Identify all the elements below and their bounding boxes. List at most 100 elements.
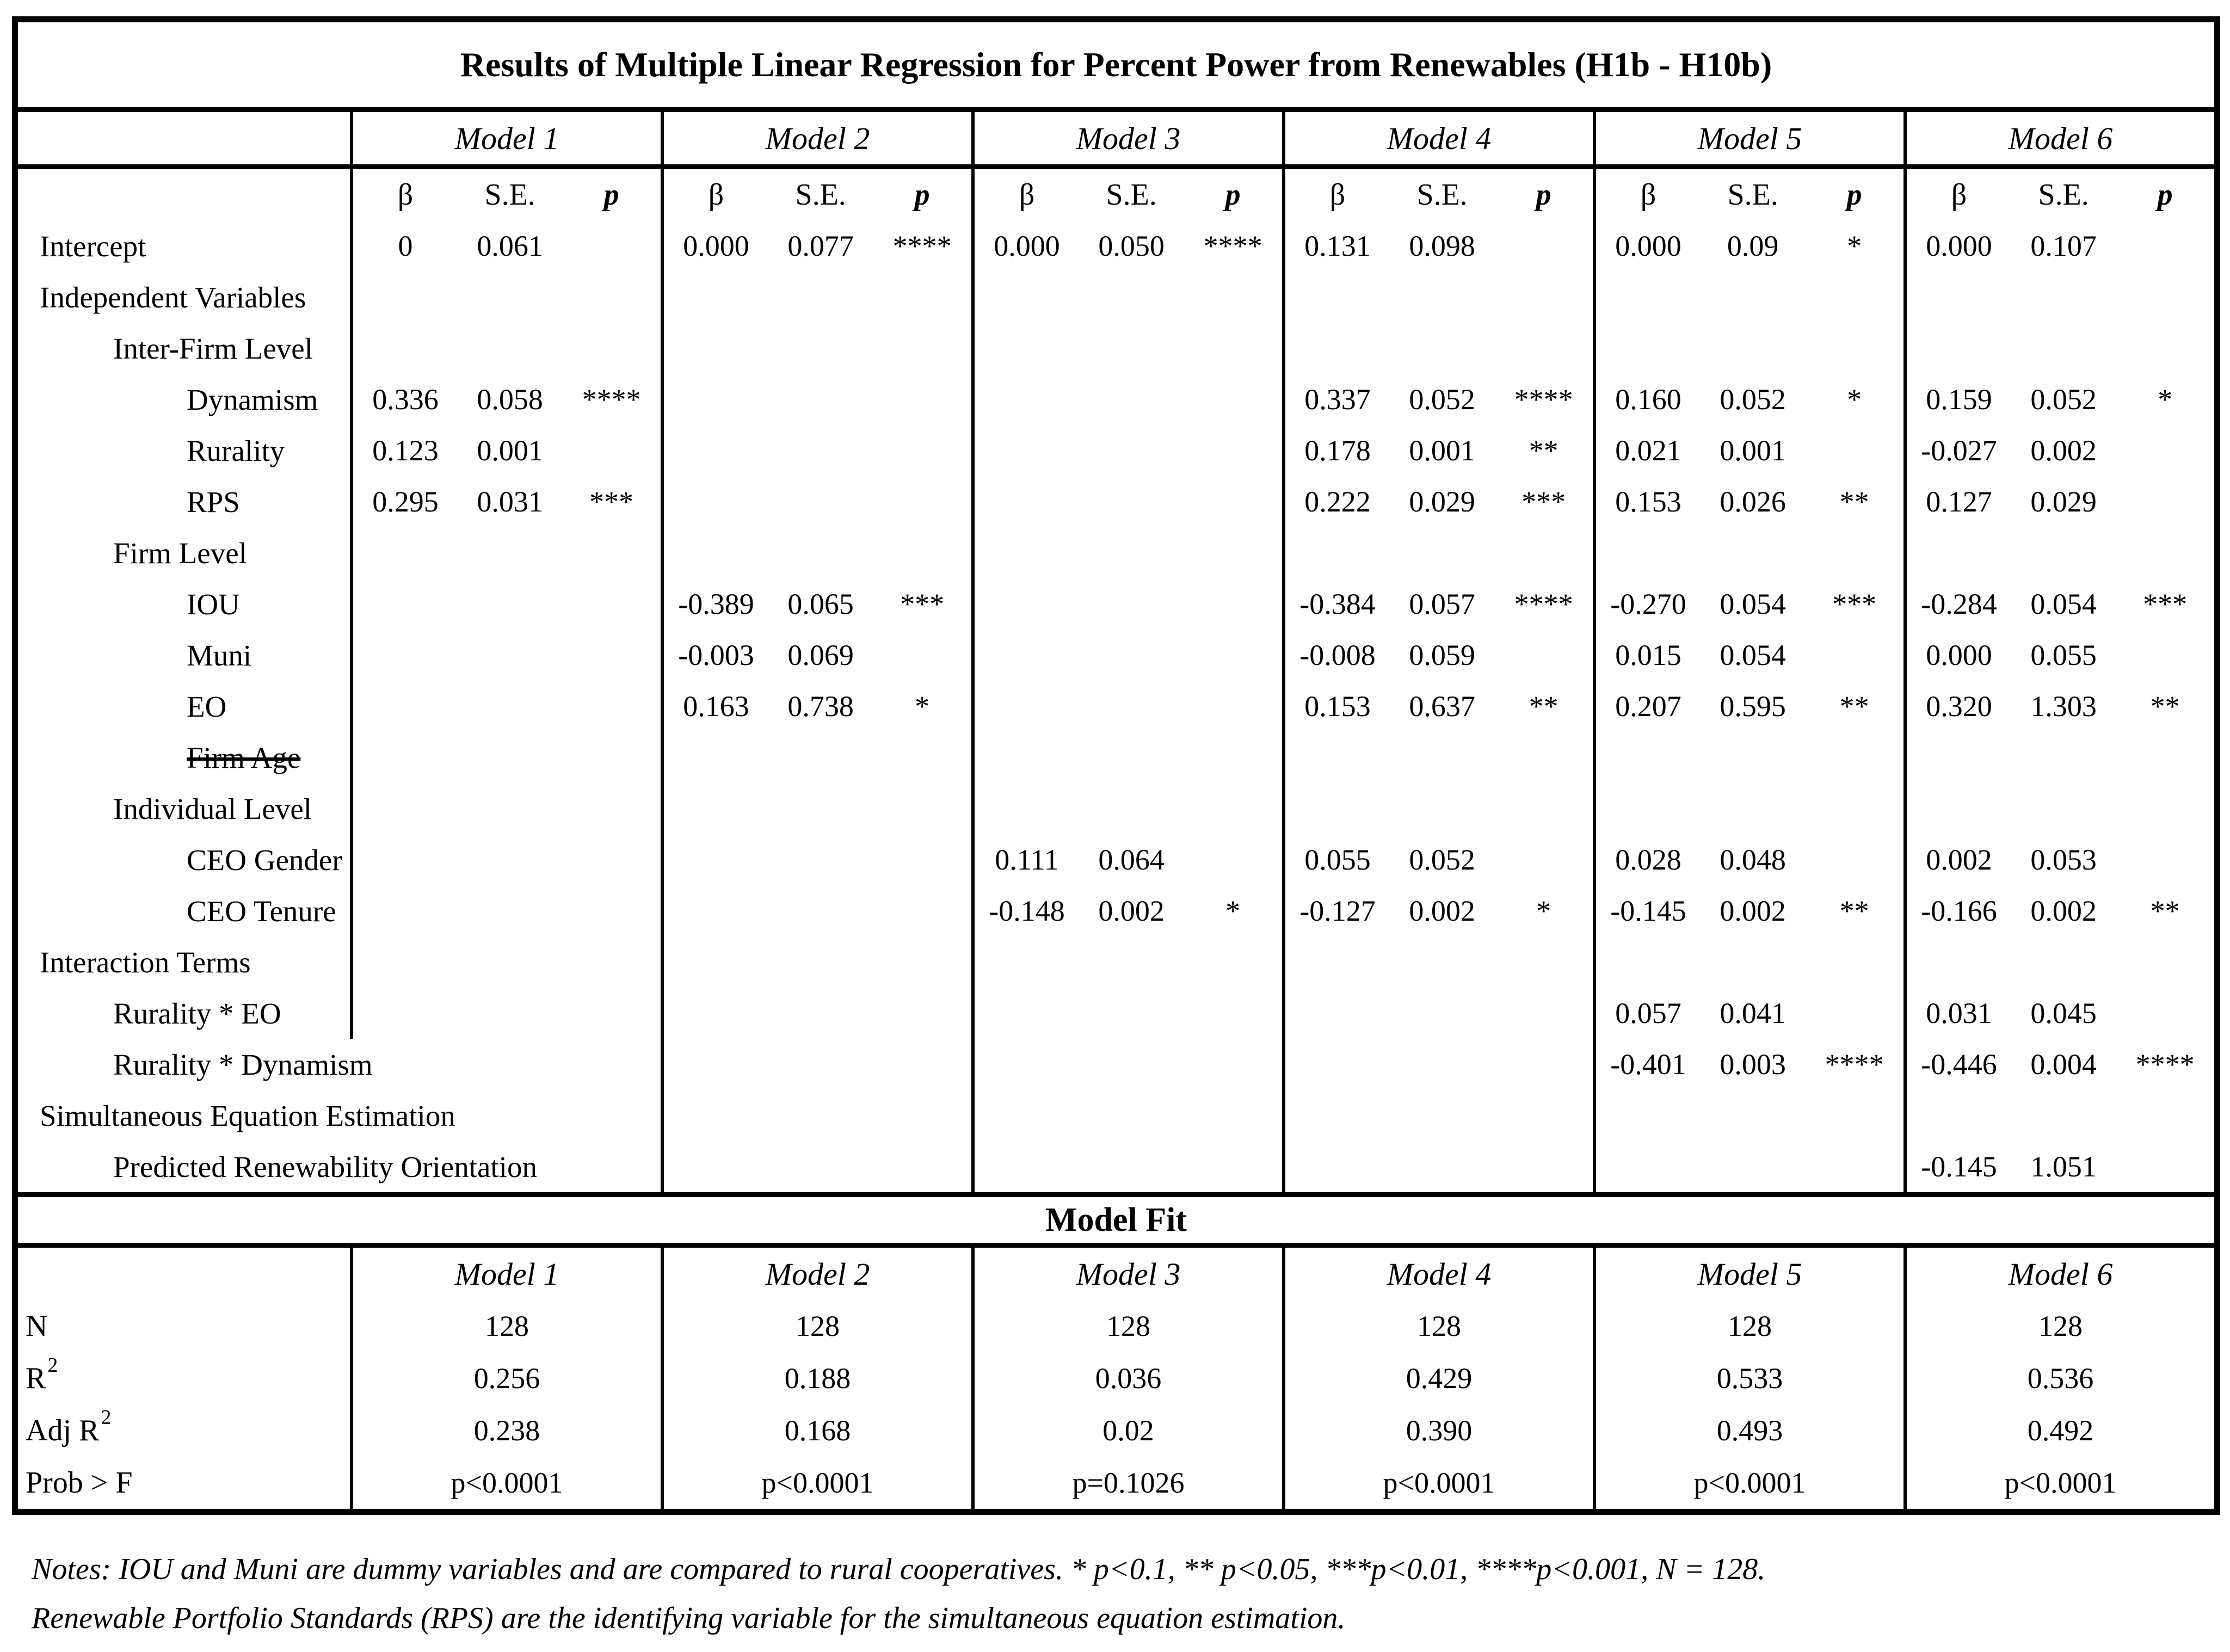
model-5-cell: 0.057 0.041 [1593,988,1903,1039]
model-3-cell: 0.000 0.050 **** [971,220,1282,272]
se-value: 0.031 [477,485,543,518]
fit-value-model-5: 0.493 [1593,1404,1903,1457]
beta-value: 0.057 [1615,997,1681,1030]
model-2-cell [661,425,971,476]
model-3-cell [971,272,1282,323]
beta-value: 0.000 [1926,639,1992,671]
se-value: 0.052 [1720,383,1786,416]
se-value: 0.050 [1098,230,1165,262]
model-2-cell: -0.389 0.065 *** [661,578,971,630]
row-label-text: Rurality * Dynamism [113,1047,373,1081]
model-6-cell: 0.159 0.052 * [1903,374,2214,425]
row-label: Interaction Terms [18,936,350,988]
p-stars: *** [1521,485,1566,518]
se-value: 0.003 [1720,1048,1786,1081]
row-label-text: RPS [187,485,240,519]
model-1-cell [350,578,661,630]
beta-value: 0.159 [1926,383,1992,416]
model-2-cell [661,783,971,834]
model-6-cell [1903,527,2214,578]
model-2-cell [661,476,971,527]
beta-value: 0.163 [683,690,749,723]
model-3-cell [971,1141,1282,1192]
fit-row-label-text: Adj R [26,1414,100,1447]
beta-value: 0.028 [1615,843,1681,876]
model-3-cell [971,1090,1282,1141]
model-6-cell: -0.284 0.054 *** [1903,578,2214,630]
table-row: Predicted Renewability Orientation -0.145… [18,1141,2214,1192]
fit-row-label-superscript: 2 [47,1354,58,1377]
model-3-cell [971,578,1282,630]
se-value: 0.064 [1098,843,1165,876]
fit-value-model-3: p=0.1026 [971,1457,1282,1509]
beta-column-header: β [1640,178,1656,212]
coefficient-rows: β S.E. p β S.E. p β S.E. p β S.E. p β S.E. p β S.E. p Inte… [18,169,2214,1192]
table-row: Individual Level [18,783,2214,834]
model-4-cell [1282,527,1593,578]
row-label-text: Dynamism [187,383,318,416]
fit-model-6-header: Model 6 [1903,1248,2214,1300]
model-2-cell [661,1141,971,1192]
beta-value: 0.336 [372,383,439,416]
fit-header-spacer [18,1248,350,1300]
beta-value: 0.000 [1615,230,1681,262]
model-5-cell: 0.015 0.054 [1593,630,1903,681]
beta-value: 0.002 [1926,843,1992,876]
p-stars: *** [1832,588,1877,620]
model-5-cell: 0.207 0.595 ** [1593,681,1903,732]
fit-row-label-text: R [26,1361,46,1395]
model-4-cell [1282,732,1593,783]
model-6-cell: 0.000 0.107 [1903,220,2214,272]
row-label-text: Rurality * EO [113,996,281,1030]
model-3-cell [971,783,1282,834]
model-6-cell: -0.027 0.002 [1903,425,2214,476]
se-value: 0.001 [477,434,543,467]
beta-value: -0.148 [989,895,1065,927]
row-label: Rurality * EO [18,988,350,1039]
model-4-cell: -0.384 0.057 **** [1282,578,1593,630]
model-2-cell [661,732,971,783]
model-3-cell [971,527,1282,578]
se-value: 0.002 [1720,895,1786,927]
fit-model-5-header: Model 5 [1593,1248,1903,1300]
se-value: 0.065 [787,588,854,620]
se-value: 0.054 [1720,588,1786,620]
model-4-subheader: β S.E. p [1282,169,1593,220]
model-5-cell: 0.153 0.026 ** [1593,476,1903,527]
beta-value: 0.123 [372,434,439,467]
beta-value: 0.337 [1304,383,1371,416]
se-value: 0.002 [1409,895,1475,927]
model-4-cell: -0.008 0.059 [1282,630,1593,681]
row-label-text: EO [187,689,227,723]
se-value: 0.001 [1720,434,1786,467]
model-2-cell: -0.003 0.069 [661,630,971,681]
model-5-cell: 0.021 0.001 [1593,425,1903,476]
model-1-cell [350,988,661,1039]
model-fit-rows: N 128 128 128 128 128 128 R 2 0.256 0.188 0.036 0.42… [18,1300,2214,1509]
beta-column-header: β [1019,178,1035,212]
model-3-cell [971,732,1282,783]
p-stars: **** [1203,230,1262,262]
model-4-cell [1282,988,1593,1039]
se-value: 0.054 [1720,639,1786,671]
model-3-cell: -0.148 0.002 * [971,885,1282,936]
beta-value: 0.178 [1304,434,1371,467]
model-6-cell: 0.000 0.055 [1903,630,2214,681]
beta-value: 0.021 [1615,434,1681,467]
se-value: 0.107 [2030,230,2097,262]
model-5-cell: -0.145 0.002 ** [1593,885,1903,936]
fit-value-model-5: 128 [1593,1300,1903,1352]
p-stars: * [1847,383,1862,416]
se-column-header: S.E. [1416,178,1468,212]
model-3-header: Model 3 [971,112,1282,164]
fit-model-2-header: Model 2 [661,1248,971,1300]
model-3-cell [971,988,1282,1039]
row-label: IOU [18,578,350,630]
beta-value: -0.166 [1921,895,1997,927]
se-value: 0.09 [1727,230,1779,262]
row-label-text: Rurality [187,434,285,467]
model-3-cell [971,1039,1282,1090]
row-label: Rurality * Dynamism [18,1039,373,1090]
model-1-cell [350,834,661,885]
